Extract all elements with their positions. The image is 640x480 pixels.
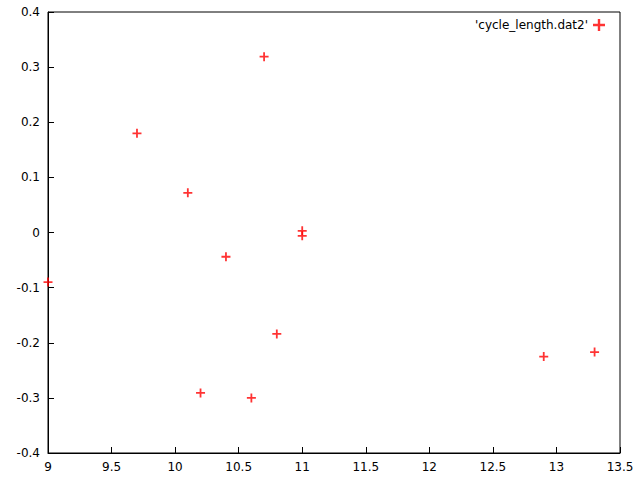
svg-text:9.5: 9.5 bbox=[102, 460, 121, 474]
svg-text:0.1: 0.1 bbox=[21, 170, 40, 184]
svg-text:-0.2: -0.2 bbox=[17, 336, 40, 350]
svg-text:9: 9 bbox=[44, 460, 52, 474]
svg-text:-0.3: -0.3 bbox=[17, 391, 40, 405]
svg-text:13.5: 13.5 bbox=[607, 460, 634, 474]
svg-text:0: 0 bbox=[32, 226, 40, 240]
svg-text:10.5: 10.5 bbox=[225, 460, 252, 474]
svg-text:0.2: 0.2 bbox=[21, 115, 40, 129]
svg-text:0.3: 0.3 bbox=[21, 60, 40, 74]
svg-text:'cycle_length.dat2': 'cycle_length.dat2' bbox=[475, 18, 588, 32]
svg-text:12.5: 12.5 bbox=[480, 460, 507, 474]
svg-text:11.5: 11.5 bbox=[352, 460, 379, 474]
svg-text:10: 10 bbox=[167, 460, 182, 474]
svg-text:-0.1: -0.1 bbox=[17, 281, 40, 295]
svg-text:11: 11 bbox=[295, 460, 310, 474]
svg-text:13: 13 bbox=[549, 460, 564, 474]
svg-text:0.4: 0.4 bbox=[21, 5, 40, 19]
svg-text:12: 12 bbox=[422, 460, 437, 474]
svg-text:-0.4: -0.4 bbox=[17, 446, 40, 460]
